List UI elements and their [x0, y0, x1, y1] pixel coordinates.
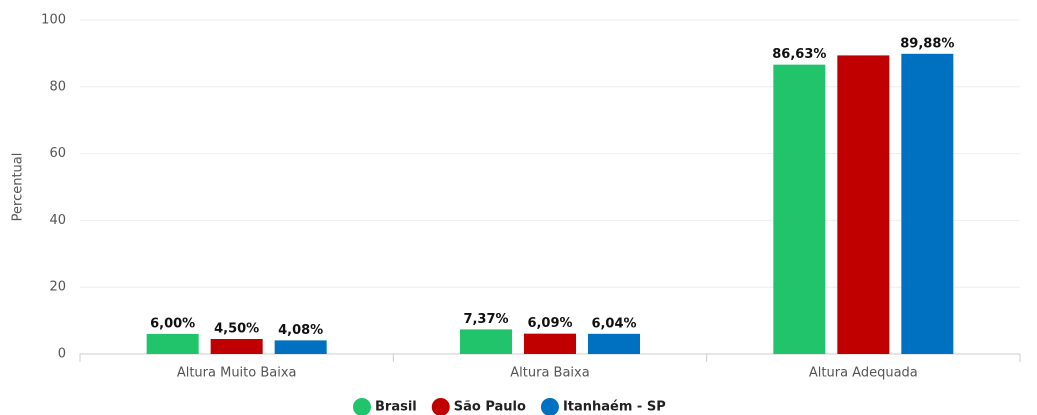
y-tick-label: 80	[49, 79, 66, 94]
value-label: 7,37%	[463, 312, 508, 327]
value-label: 4,08%	[278, 323, 323, 338]
y-tick-label: 20	[49, 280, 66, 295]
value-label: 6,04%	[591, 316, 636, 331]
bar	[901, 53, 954, 354]
legend-label: São Paulo	[454, 400, 526, 415]
legend-swatch	[431, 398, 450, 415]
y-tick-label: 40	[49, 213, 66, 228]
x-tick-label: Altura Muito Baixa	[177, 366, 297, 381]
y-tick-label: 0	[58, 347, 66, 362]
bar	[588, 333, 640, 354]
bar	[210, 338, 263, 354]
x-tick-label: Altura Adequada	[809, 366, 918, 381]
bar	[460, 329, 512, 354]
bar	[274, 340, 327, 354]
bar	[524, 333, 576, 354]
value-label: 6,09%	[527, 316, 572, 331]
bar	[146, 333, 199, 354]
legend-swatch	[353, 398, 371, 415]
bar	[773, 64, 826, 355]
y-tick-label: 100	[41, 13, 66, 28]
legend-swatch	[540, 398, 559, 415]
bar	[837, 55, 890, 355]
value-label: 6,00%	[150, 316, 195, 331]
y-axis-title: Percentual	[11, 153, 26, 222]
value-label: 86,63%	[772, 47, 826, 62]
legend-label: Itanhaém - SP	[563, 400, 666, 415]
y-tick-label: 60	[49, 146, 66, 161]
value-label: 89,88%	[900, 36, 954, 51]
value-label: 4,50%	[214, 321, 259, 336]
x-tick-label: Altura Baixa	[510, 366, 589, 381]
legend-label: Brasil	[375, 400, 417, 415]
